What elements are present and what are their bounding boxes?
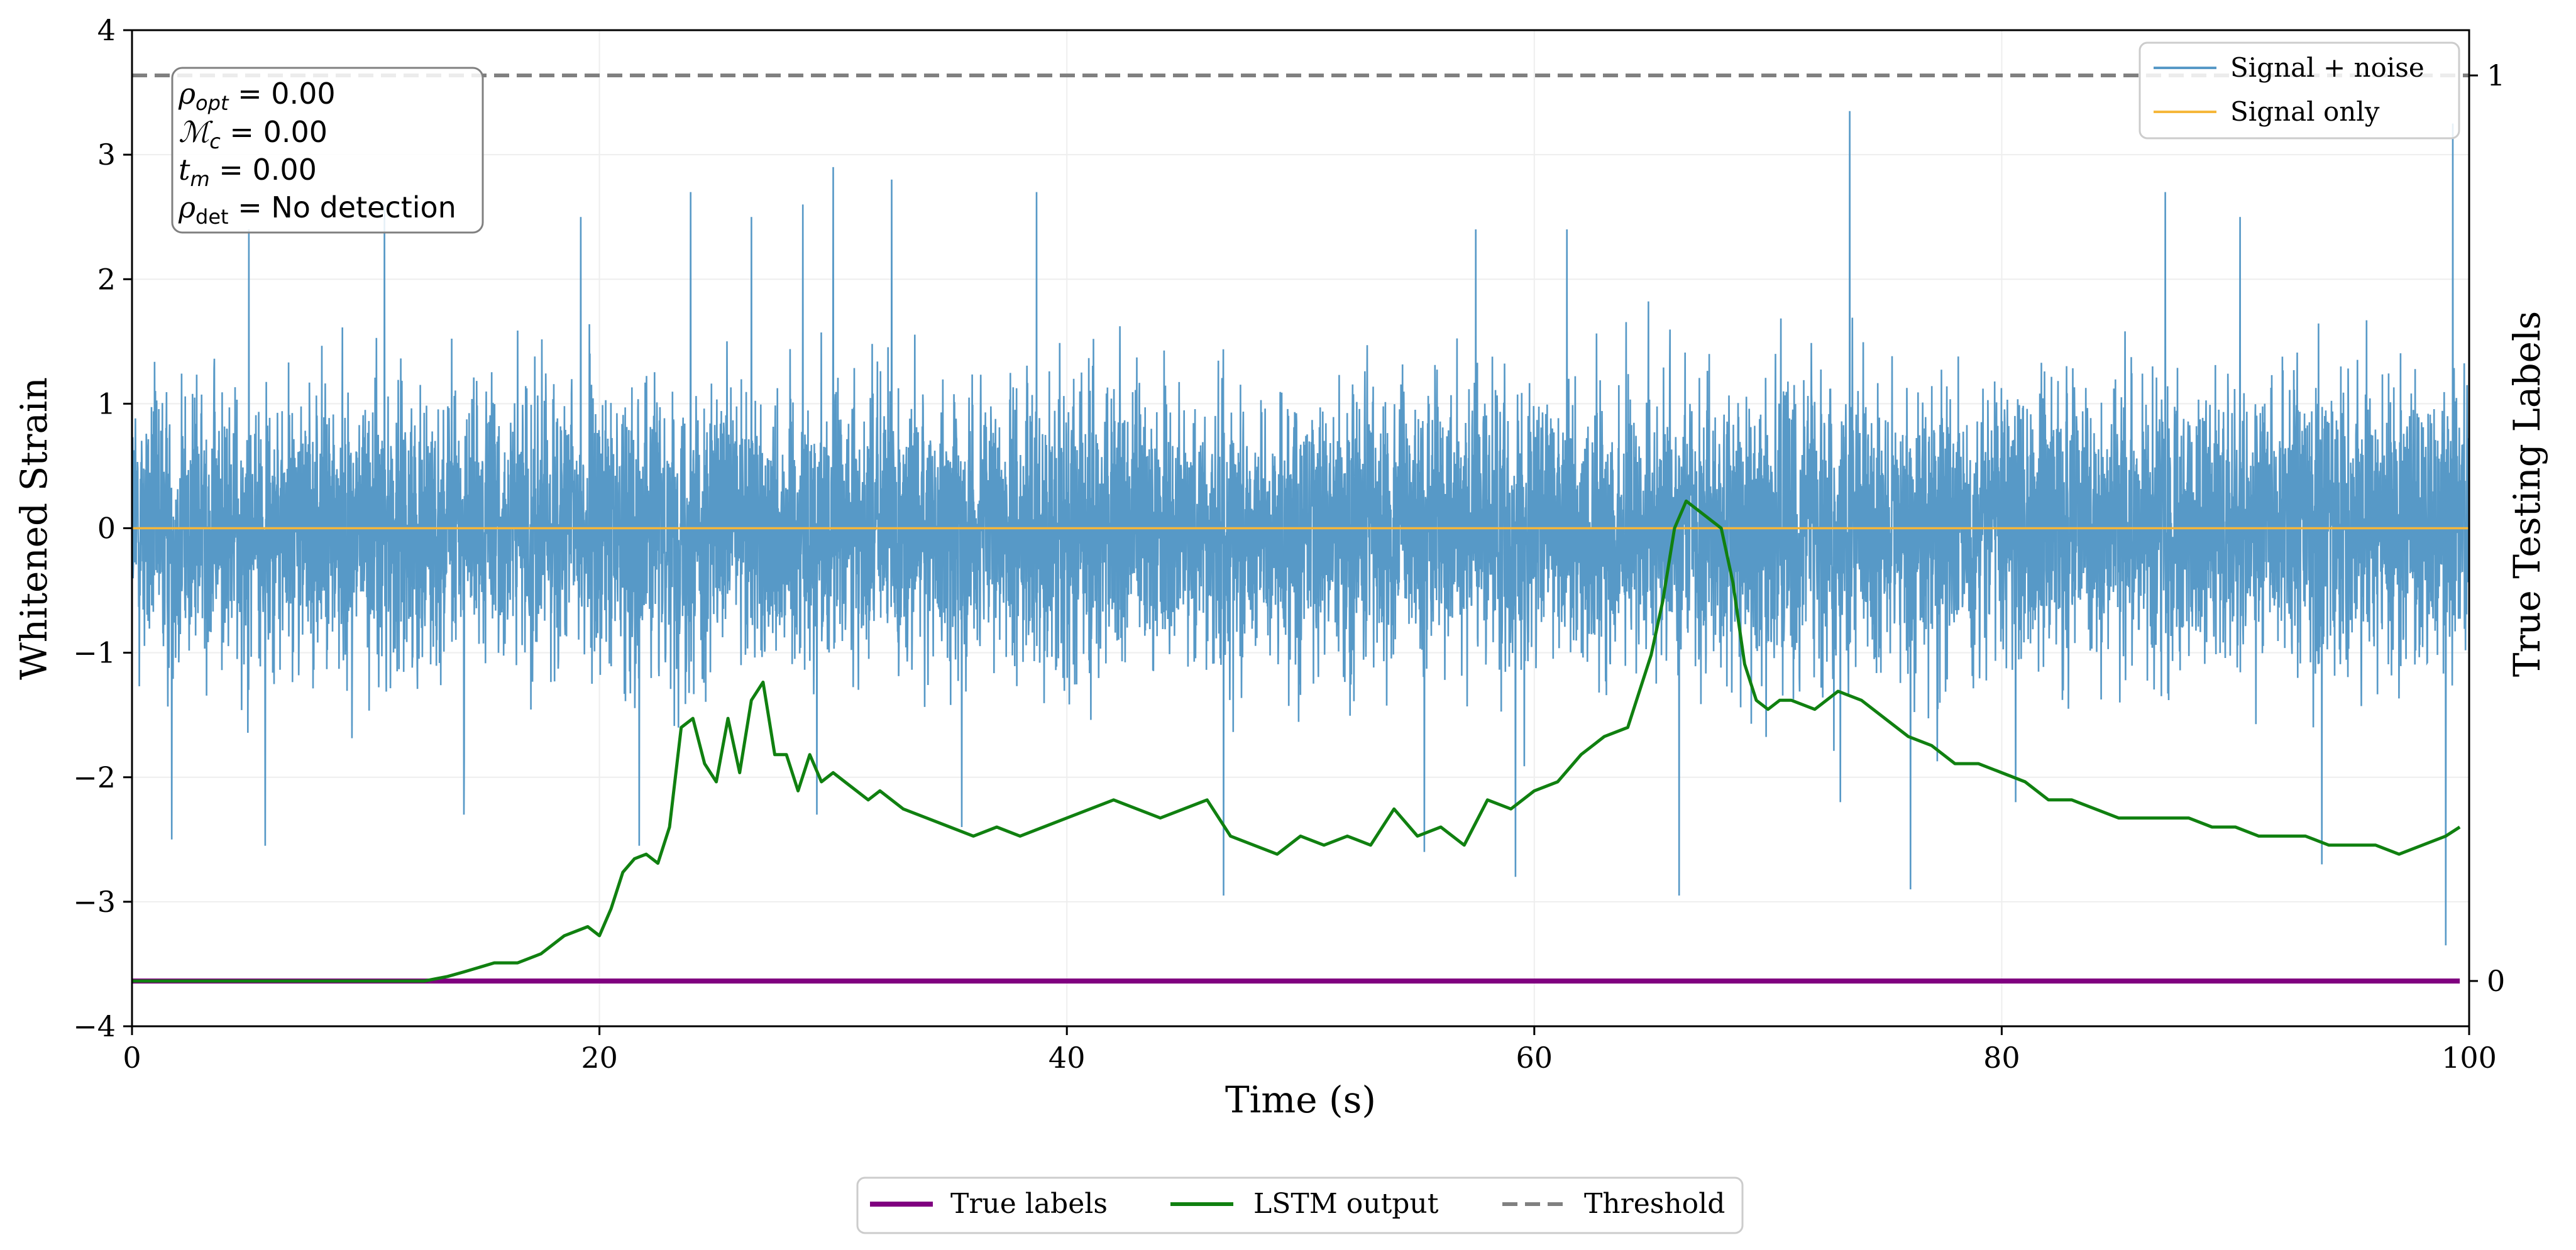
legend-bottom-label-1: LSTM output [1253,1188,1439,1220]
lstm-output-line [132,499,2461,983]
x-tick-label-0: 0 [123,1041,141,1075]
x-tick-label-1: 20 [581,1041,618,1075]
legend-top-label-0: Signal + noise [2230,52,2425,83]
signal-noise-line [132,111,2469,946]
y-left-axis-ticks: −4 −3 −2 −1 0 1 2 3 4 [73,13,132,1043]
x-tick-label-2: 40 [1049,1041,1086,1075]
y-left-tick-label-4: 0 [97,512,116,546]
legend-bottom-label-0: True labels [950,1188,1108,1220]
x-tick-label-4: 80 [1983,1041,2020,1075]
info-rho-opt: ρopt = 0.00 [178,77,336,115]
info-rho-det: ρdet = No detection [178,190,456,229]
y-left-axis-label: Whitened Strain [13,377,55,680]
x-axis-label: Time (s) [1225,1078,1376,1121]
y-right-axis-label: True Testing Labels [2506,311,2548,677]
y-left-tick-label-6: 2 [97,262,116,296]
info-mc-value: 0.00 [263,115,328,149]
y-left-tick-label-3: −1 [73,636,116,670]
y-right-axis-ticks: 01 [2469,58,2505,998]
y-left-tick-label-1: −3 [73,885,116,919]
x-axis-ticks: 0 20 40 60 80 100 [123,1026,2497,1075]
legend-top-label-1: Signal only [2230,96,2380,127]
y-right-tick-label-1: 1 [2487,58,2505,92]
legend-top: Signal + noise Signal only [2138,41,2460,140]
y-left-tick-label-0: −4 [73,1009,116,1043]
x-tick-label-5: 100 [2441,1041,2497,1075]
y-left-tick-label-8: 4 [97,13,116,47]
info-box: ρopt = 0.00 ℳc = 0.00 tm = 0.00 ρdet = N… [171,67,484,234]
info-rho-det-value: No detection [271,190,456,224]
info-tm: tm = 0.00 [179,153,317,191]
info-mc: ℳc = 0.00 [179,115,328,153]
y-left-tick-label-5: 1 [97,387,116,420]
legend-bottom-label-2: Threshold [1584,1188,1725,1220]
info-rho-opt-value: 0.00 [271,77,335,111]
y-left-tick-label-7: 3 [97,138,116,172]
x-tick-label-3: 60 [1516,1041,1553,1075]
y-right-tick-label-0: 0 [2487,964,2505,998]
info-tm-value: 0.00 [252,153,316,187]
y-left-tick-label-2: −2 [73,760,116,794]
legend-bottom: True labels LSTM output Threshold [856,1176,1744,1234]
